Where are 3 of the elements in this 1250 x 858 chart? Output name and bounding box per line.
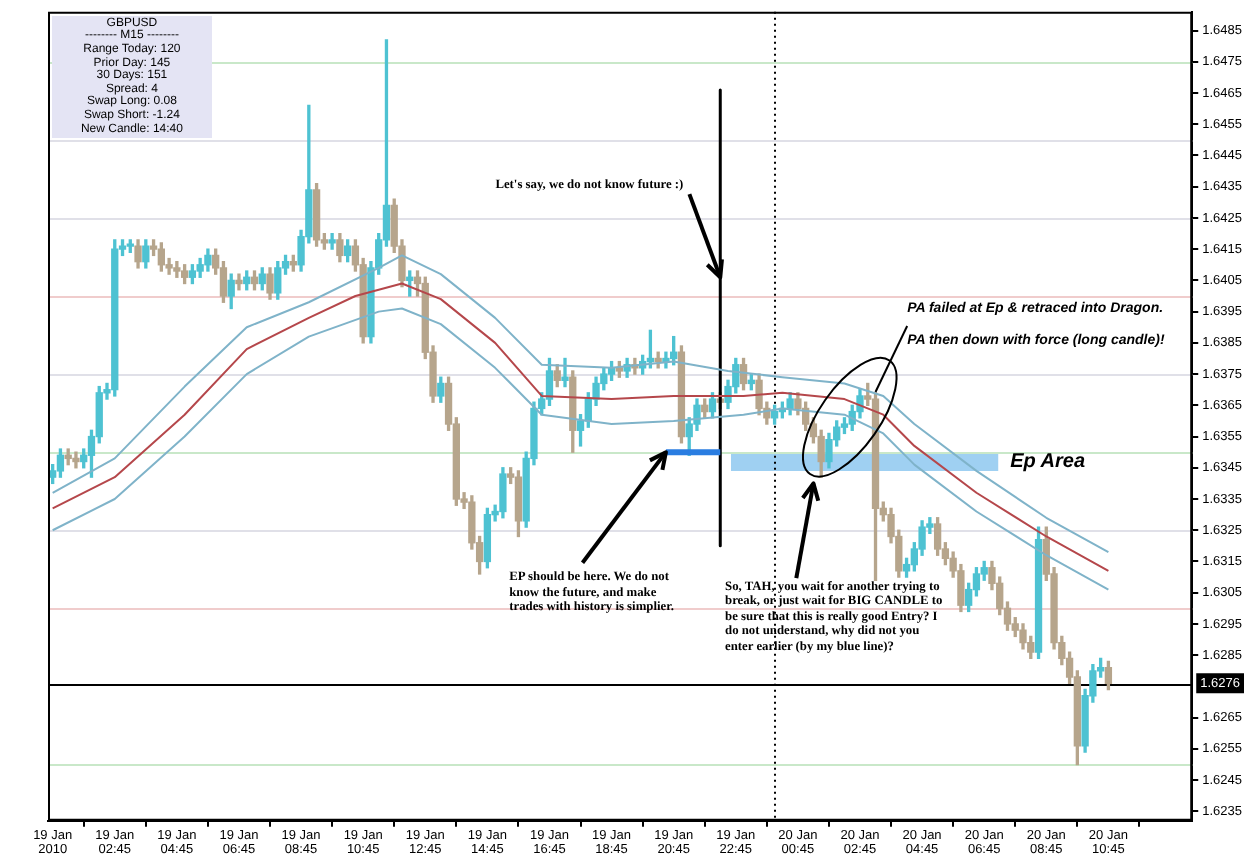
candlestick xyxy=(561,357,569,388)
candlestick xyxy=(235,273,243,291)
band-label: Ep Area xyxy=(1010,451,1086,474)
